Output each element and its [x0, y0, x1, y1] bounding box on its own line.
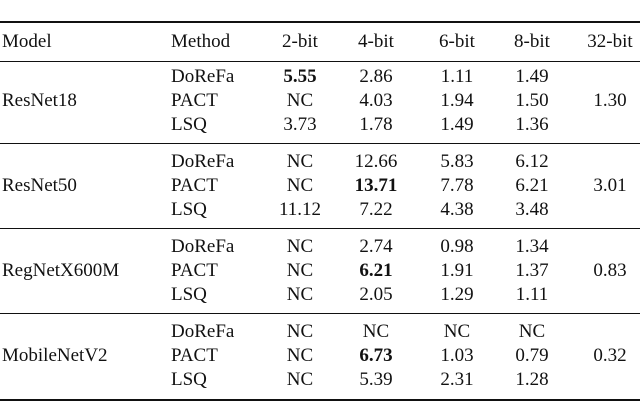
value-cell: NC [286, 284, 314, 305]
value-cell: 6.21 [359, 260, 393, 281]
column-header: 6-bit [439, 31, 475, 52]
value-cell: 6.21 [515, 175, 549, 196]
full-precision: 3.01 [593, 175, 627, 196]
value-cell: 1.03 [440, 345, 474, 366]
rule [0, 21, 640, 23]
method-name: PACT [171, 175, 218, 196]
value-cell: 2.05 [359, 284, 393, 305]
value-cell: 1.34 [515, 236, 549, 257]
value-cell: 4.03 [359, 90, 393, 111]
value-cell: 0.79 [515, 345, 549, 366]
value-cell: 1.49 [440, 114, 474, 135]
method-name: DoReFa [171, 151, 235, 172]
column-header: Model [2, 31, 52, 52]
rule [0, 399, 640, 401]
value-cell: 1.78 [359, 114, 393, 135]
value-cell: 7.78 [440, 175, 474, 196]
value-cell: 1.29 [440, 284, 474, 305]
full-precision: 0.83 [593, 260, 627, 281]
value-cell: NC [518, 321, 546, 342]
value-cell: 11.12 [278, 199, 322, 220]
value-cell: 1.28 [515, 369, 549, 390]
value-cell: 6.12 [515, 151, 549, 172]
value-cell: 1.50 [515, 90, 549, 111]
rule [0, 228, 640, 229]
method-name: LSQ [171, 199, 207, 220]
model-name: ResNet50 [2, 175, 77, 196]
value-cell: NC [286, 345, 314, 366]
value-cell: 5.83 [440, 151, 474, 172]
value-cell: 5.55 [283, 66, 317, 87]
value-cell: NC [286, 175, 314, 196]
value-cell: 1.91 [440, 260, 474, 281]
method-name: LSQ [171, 369, 207, 390]
method-name: PACT [171, 90, 218, 111]
value-cell: 5.39 [359, 369, 393, 390]
column-header: Method [171, 31, 231, 52]
value-cell: NC [286, 321, 314, 342]
value-cell: NC [286, 236, 314, 257]
value-cell: 1.11 [440, 66, 474, 87]
value-cell: 13.71 [354, 175, 398, 196]
value-cell: NC [443, 321, 471, 342]
value-cell: 2.74 [359, 236, 393, 257]
column-header: 2-bit [282, 31, 318, 52]
value-cell: 1.49 [515, 66, 549, 87]
value-cell: 6.73 [359, 345, 393, 366]
value-cell: 3.73 [283, 114, 317, 135]
rule [0, 313, 640, 314]
method-name: PACT [171, 260, 218, 281]
value-cell: 7.22 [359, 199, 393, 220]
method-name: DoReFa [171, 66, 235, 87]
column-header: 8-bit [514, 31, 550, 52]
value-cell: 1.36 [515, 114, 549, 135]
model-name: MobileNetV2 [2, 345, 108, 366]
value-cell: NC [286, 90, 314, 111]
method-name: LSQ [171, 284, 207, 305]
method-name: DoReFa [171, 321, 235, 342]
method-name: DoReFa [171, 236, 235, 257]
value-cell: NC [286, 369, 314, 390]
method-name: PACT [171, 345, 218, 366]
value-cell: 1.94 [440, 90, 474, 111]
rule [0, 61, 640, 62]
model-name: ResNet18 [2, 90, 77, 111]
full-precision: 0.32 [593, 345, 627, 366]
column-header: 4-bit [358, 31, 394, 52]
value-cell: 4.38 [440, 199, 474, 220]
value-cell: 3.48 [515, 199, 549, 220]
method-name: LSQ [171, 114, 207, 135]
value-cell: 2.86 [359, 66, 393, 87]
value-cell: NC [286, 151, 314, 172]
value-cell: NC [362, 321, 390, 342]
rule [0, 143, 640, 144]
value-cell: NC [286, 260, 314, 281]
value-cell: 1.37 [515, 260, 549, 281]
column-header: 32-bit [587, 31, 633, 52]
full-precision: 1.30 [593, 90, 627, 111]
value-cell: 1.11 [515, 284, 549, 305]
value-cell: 12.66 [354, 151, 398, 172]
value-cell: 0.98 [440, 236, 474, 257]
value-cell: 2.31 [440, 369, 474, 390]
model-name: RegNetX600M [2, 260, 120, 281]
